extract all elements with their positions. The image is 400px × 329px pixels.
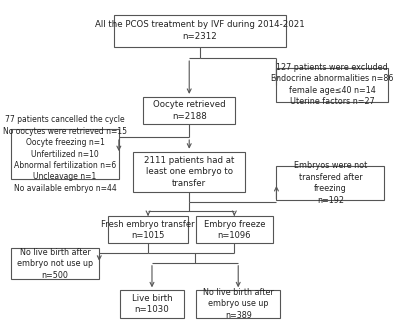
Text: Embryo freeze
n=1096: Embryo freeze n=1096	[204, 219, 265, 240]
Text: Live birth
n=1030: Live birth n=1030	[132, 294, 172, 314]
Text: Embryos were not
transfered after
freezing
n=192: Embryos were not transfered after freezi…	[294, 161, 367, 205]
Text: No live birth after
embryo use up
n=389: No live birth after embryo use up n=389	[203, 288, 274, 320]
FancyBboxPatch shape	[196, 216, 272, 243]
Text: Fresh embryo transfer
n=1015: Fresh embryo transfer n=1015	[101, 219, 195, 240]
FancyBboxPatch shape	[276, 166, 384, 200]
FancyBboxPatch shape	[108, 216, 188, 243]
FancyBboxPatch shape	[276, 68, 388, 102]
FancyBboxPatch shape	[133, 152, 245, 192]
FancyBboxPatch shape	[114, 14, 286, 47]
FancyBboxPatch shape	[11, 129, 119, 179]
FancyBboxPatch shape	[143, 97, 235, 124]
Text: 77 patients cancelled the cycle
No oocytes were retrieved n=15
Oocyte freezing n: 77 patients cancelled the cycle No oocyt…	[3, 115, 127, 193]
Text: No live birth after
embryo not use up
n=500: No live birth after embryo not use up n=…	[17, 248, 93, 280]
Text: All the PCOS treatment by IVF during 2014-2021
n=2312: All the PCOS treatment by IVF during 201…	[95, 20, 305, 41]
FancyBboxPatch shape	[196, 290, 280, 318]
Text: 127 patients were excluded
Endocrine abnormalities n=86
female age≤40 n=14
Uteri: 127 patients were excluded Endocrine abn…	[271, 63, 394, 106]
FancyBboxPatch shape	[11, 248, 99, 279]
Text: 2111 patients had at
least one embryo to
transfer: 2111 patients had at least one embryo to…	[144, 156, 234, 188]
Text: Oocyte retrieved
n=2188: Oocyte retrieved n=2188	[153, 100, 226, 121]
FancyBboxPatch shape	[120, 290, 184, 318]
